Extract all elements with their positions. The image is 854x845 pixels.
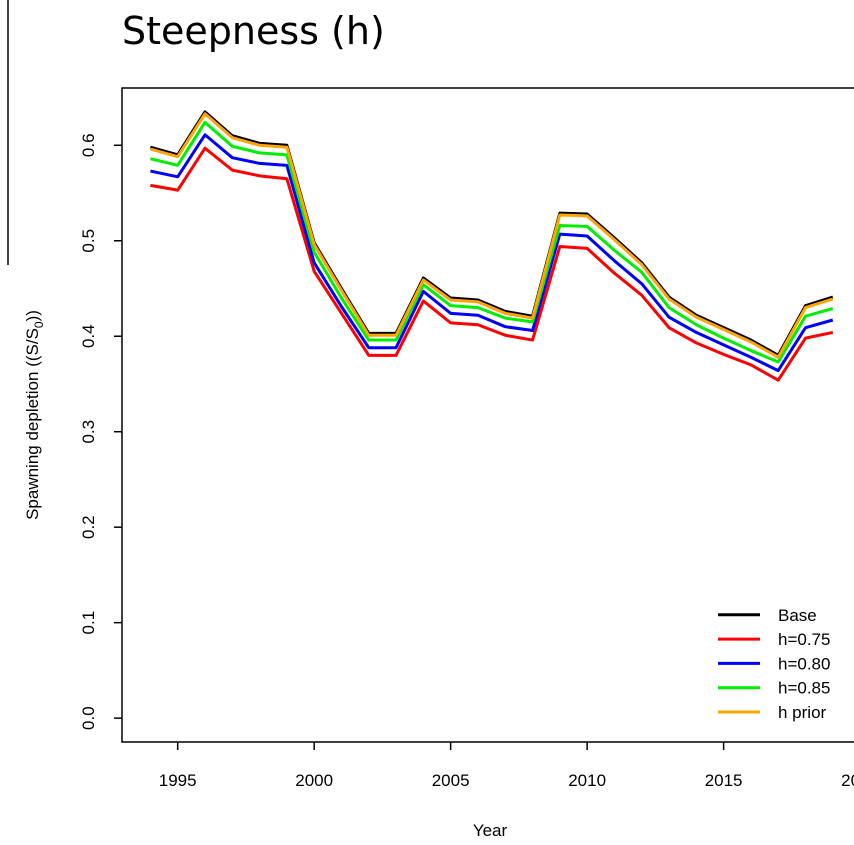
x-tick-label: 2010 <box>568 771 606 790</box>
series-line <box>150 133 834 373</box>
x-tick-label: 2005 <box>432 771 470 790</box>
x-tick-label: 1995 <box>159 771 197 790</box>
chart-title: Steepness (h) <box>122 9 385 53</box>
y-tick-label: 0.5 <box>79 229 98 253</box>
y-tick-label: 0.2 <box>79 515 98 539</box>
series-line <box>149 110 834 357</box>
legend-label: Base <box>778 606 817 625</box>
legend-label: h=0.85 <box>778 679 830 698</box>
y-tick-label: 0.6 <box>79 133 98 157</box>
y-tick-label: 0.0 <box>79 706 98 730</box>
legend-label: h=0.80 <box>778 654 830 673</box>
plot-box <box>121 87 854 743</box>
y-label-sub: 0 <box>32 321 46 328</box>
x-tick-label: 2015 <box>705 771 743 790</box>
y-label-end: )) <box>23 310 42 321</box>
series-line <box>149 112 834 359</box>
y-label-text: Spawning depletion ((S/S <box>23 328 42 520</box>
x-tick-label: 2000 <box>295 771 333 790</box>
series-line <box>150 120 834 364</box>
series-line <box>150 146 834 382</box>
y-tick-label: 0.4 <box>79 324 98 348</box>
legend-label: h prior <box>778 703 827 722</box>
x-axis-label: Year <box>473 821 508 840</box>
y-tick-label: 0.3 <box>79 420 98 444</box>
y-tick-label: 0.1 <box>79 611 98 635</box>
legend-label: h=0.75 <box>778 630 830 649</box>
x-tick-label: 2020 <box>841 771 854 790</box>
y-axis-label: Spawning depletion ((S/S0)) <box>23 310 46 520</box>
